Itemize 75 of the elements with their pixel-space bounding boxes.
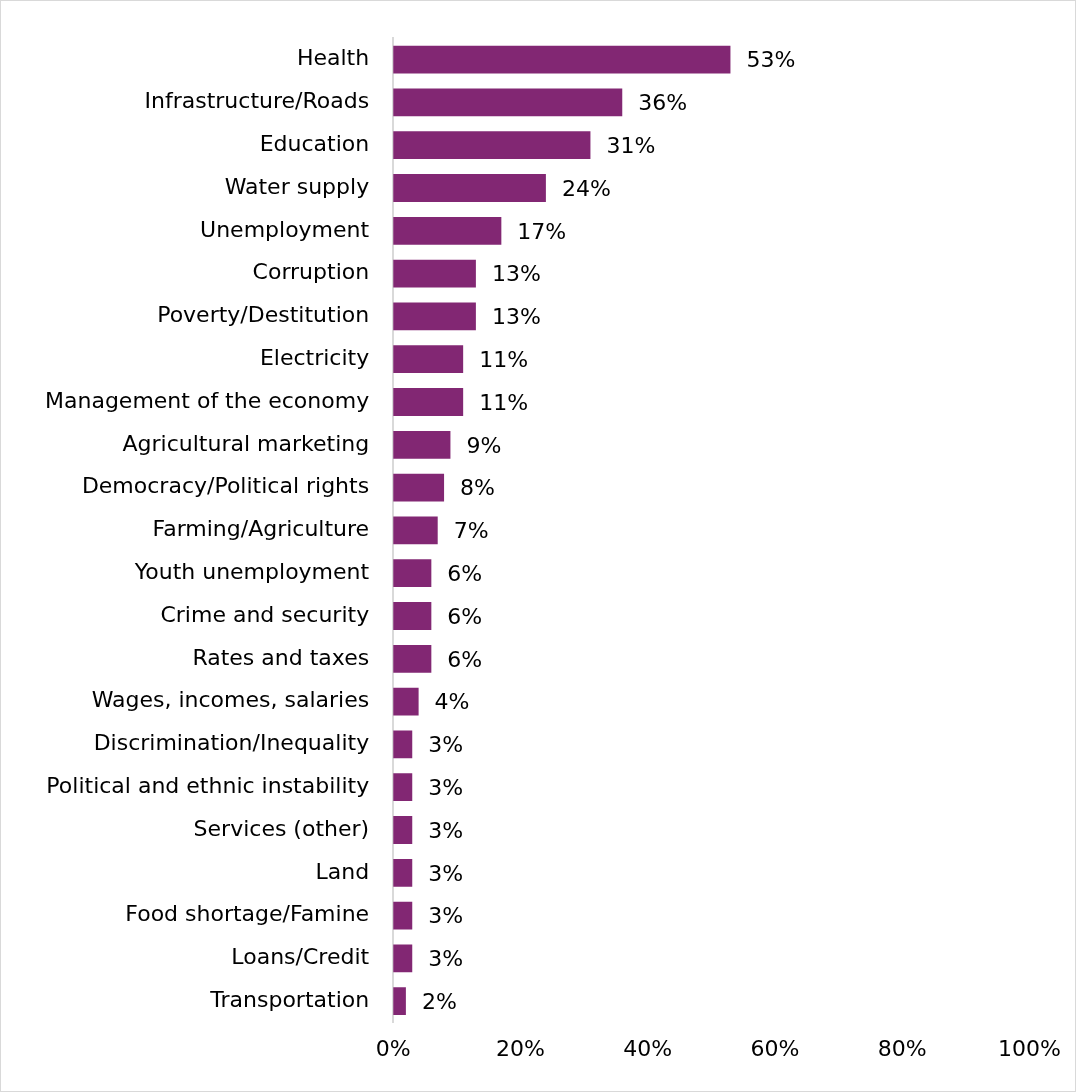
bar	[393, 559, 432, 588]
y-tick-label: Rates and taxes	[192, 644, 370, 670]
x-tick-label: 0%	[375, 1035, 411, 1061]
y-tick-label: Land	[315, 858, 370, 884]
y-tick-label: Management of the economy	[45, 387, 370, 413]
data-label: 3%	[428, 774, 464, 800]
y-tick-label: Wages, incomes, salaries	[91, 687, 370, 713]
bar	[393, 858, 413, 887]
y-tick-label: Loans/Credit	[231, 944, 370, 970]
data-label: 7%	[453, 518, 489, 544]
data-label: 3%	[428, 946, 464, 972]
bar	[393, 430, 451, 459]
x-tick-label: 60%	[750, 1035, 800, 1061]
x-tick-label: 80%	[877, 1035, 927, 1061]
bar	[393, 901, 413, 930]
data-label: 6%	[447, 603, 483, 629]
data-label: 13%	[491, 304, 541, 330]
bar	[393, 88, 623, 117]
x-tick-label: 40%	[623, 1035, 673, 1061]
data-label: 31%	[606, 132, 656, 158]
bar	[393, 730, 413, 759]
bar	[393, 388, 464, 416]
bar	[393, 216, 502, 245]
bar	[393, 987, 406, 1016]
bar	[393, 816, 413, 844]
data-label: 17%	[517, 218, 567, 244]
y-tick-label: Services (other)	[193, 815, 370, 841]
bar	[393, 602, 432, 630]
data-label: 3%	[428, 903, 464, 929]
data-label: 9%	[466, 432, 502, 458]
data-label: 3%	[428, 817, 464, 843]
y-tick-label: Transportation	[209, 986, 370, 1012]
y-tick-label: Unemployment	[200, 216, 370, 242]
bar	[393, 773, 413, 802]
data-label: 24%	[561, 175, 611, 201]
bar	[393, 473, 445, 502]
bar	[393, 302, 476, 331]
y-tick-label: Youth unemployment	[133, 558, 370, 584]
bar	[393, 45, 731, 74]
x-tick-label: 20%	[495, 1035, 545, 1061]
y-tick-label: Farming/Agriculture	[152, 516, 370, 542]
y-tick-label: Agricultural marketing	[122, 430, 370, 456]
y-tick-label: Electricity	[259, 344, 370, 370]
data-label: 11%	[479, 346, 529, 372]
y-tick-label: Discrimination/Inequality	[93, 730, 370, 756]
y-tick-label: Water supply	[224, 173, 370, 199]
data-label: 3%	[428, 860, 464, 886]
data-label: 13%	[491, 261, 541, 287]
bar	[393, 687, 419, 716]
y-tick-label: Food shortage/Famine	[125, 901, 370, 927]
data-label: 6%	[447, 646, 483, 672]
data-label: 8%	[460, 475, 495, 501]
data-label: 36%	[638, 90, 688, 116]
bar	[393, 644, 432, 673]
y-tick-label: Democracy/Political rights	[81, 473, 370, 499]
y-tick-label: Political and ethnic instability	[46, 772, 370, 798]
y-tick-label: Crime and security	[160, 601, 370, 627]
bar	[393, 944, 413, 973]
y-tick-label: Infrastructure/Roads	[144, 88, 370, 114]
data-label: 3%	[428, 732, 464, 758]
data-label: 4%	[434, 689, 470, 715]
data-label: 2%	[421, 988, 457, 1014]
data-label: 6%	[447, 560, 483, 586]
y-tick-label: Poverty/Destitution	[157, 302, 370, 328]
x-tick-label: 100%	[998, 1035, 1062, 1061]
bar	[393, 516, 438, 545]
y-tick-label: Corruption	[252, 259, 370, 285]
y-tick-label: Health	[296, 45, 370, 71]
bar	[393, 131, 591, 160]
bar	[393, 345, 464, 374]
data-label: 11%	[479, 389, 529, 415]
bar	[393, 174, 546, 202]
data-label: 53%	[746, 47, 796, 73]
bar	[393, 259, 476, 288]
y-tick-label: Education	[259, 130, 370, 156]
